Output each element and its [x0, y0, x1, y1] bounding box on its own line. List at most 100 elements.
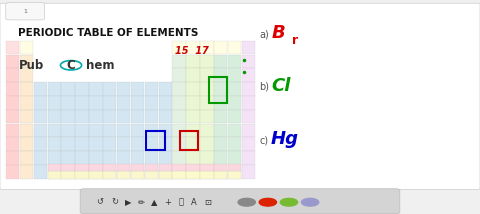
Bar	[89, 151, 103, 165]
Text: 1: 1	[23, 9, 27, 14]
Bar	[131, 151, 144, 165]
Bar	[228, 68, 241, 82]
Bar	[158, 110, 172, 123]
Bar	[228, 82, 241, 96]
Bar	[186, 137, 200, 151]
Bar	[103, 82, 117, 96]
Text: 15  17: 15 17	[175, 46, 209, 56]
Bar	[20, 96, 33, 110]
Bar	[103, 137, 117, 151]
Bar	[200, 41, 214, 54]
Bar	[242, 151, 255, 165]
Bar	[186, 68, 200, 82]
Text: ↺: ↺	[96, 198, 103, 207]
Bar	[242, 110, 255, 123]
Bar	[242, 68, 255, 82]
Bar	[89, 110, 103, 123]
Bar	[48, 164, 61, 171]
Bar	[172, 137, 186, 151]
Text: +: +	[165, 198, 171, 207]
Bar	[146, 131, 165, 150]
Bar	[214, 165, 228, 178]
Bar	[228, 151, 241, 165]
Bar	[158, 151, 172, 165]
Bar	[61, 82, 75, 96]
Bar	[131, 96, 144, 110]
Bar	[158, 164, 172, 171]
Bar	[172, 110, 186, 123]
Bar	[131, 124, 144, 137]
Bar	[6, 151, 19, 165]
Bar	[172, 171, 186, 178]
Bar	[228, 171, 241, 178]
Bar	[89, 171, 103, 178]
Bar	[144, 165, 158, 178]
Bar	[131, 110, 144, 123]
Bar	[158, 171, 172, 178]
Bar	[34, 110, 47, 123]
Bar	[144, 124, 158, 137]
Text: PERIODIC TABLE OF ELEMENTS: PERIODIC TABLE OF ELEMENTS	[18, 28, 199, 38]
Bar	[103, 124, 117, 137]
Bar	[131, 82, 144, 96]
Bar	[75, 96, 89, 110]
FancyBboxPatch shape	[6, 3, 45, 20]
Bar	[209, 77, 227, 103]
Bar	[48, 137, 61, 151]
FancyBboxPatch shape	[0, 3, 480, 189]
Bar	[6, 110, 19, 123]
Text: Hg: Hg	[271, 130, 299, 148]
Bar	[61, 164, 75, 171]
Bar	[186, 151, 200, 165]
Bar	[6, 137, 19, 151]
Bar	[103, 171, 117, 178]
Bar	[214, 124, 228, 137]
Bar	[172, 96, 186, 110]
Text: c): c)	[259, 135, 268, 145]
Bar	[117, 110, 131, 123]
Bar	[103, 110, 117, 123]
Bar	[214, 171, 228, 178]
Bar	[61, 151, 75, 165]
Bar	[6, 55, 19, 68]
Bar	[20, 41, 33, 54]
Bar	[144, 96, 158, 110]
Bar	[75, 165, 89, 178]
Bar	[214, 41, 228, 54]
Bar	[48, 110, 61, 123]
Bar	[200, 165, 214, 178]
Text: Pub: Pub	[19, 59, 45, 72]
Bar	[158, 82, 172, 96]
Bar	[242, 41, 255, 54]
Bar	[200, 164, 214, 171]
Bar	[61, 165, 75, 178]
Bar	[242, 165, 255, 178]
Bar	[61, 124, 75, 137]
Bar	[214, 151, 228, 165]
Text: Cl: Cl	[272, 77, 291, 95]
Bar	[48, 82, 61, 96]
Bar	[20, 124, 33, 137]
Bar	[200, 171, 214, 178]
Bar	[61, 96, 75, 110]
Bar	[103, 165, 117, 178]
Circle shape	[280, 198, 298, 206]
Bar	[200, 151, 214, 165]
Bar	[75, 82, 89, 96]
Bar	[228, 137, 241, 151]
Bar	[158, 137, 172, 151]
Text: ▲: ▲	[151, 198, 158, 207]
Bar	[242, 96, 255, 110]
Circle shape	[238, 198, 255, 206]
Bar	[214, 137, 228, 151]
Bar	[172, 55, 186, 68]
Bar	[144, 171, 158, 178]
Bar	[172, 41, 186, 54]
Bar	[186, 82, 200, 96]
Bar	[20, 68, 33, 82]
Bar	[117, 124, 131, 137]
Bar	[89, 96, 103, 110]
Bar	[117, 151, 131, 165]
Bar	[186, 110, 200, 123]
Bar	[214, 82, 228, 96]
